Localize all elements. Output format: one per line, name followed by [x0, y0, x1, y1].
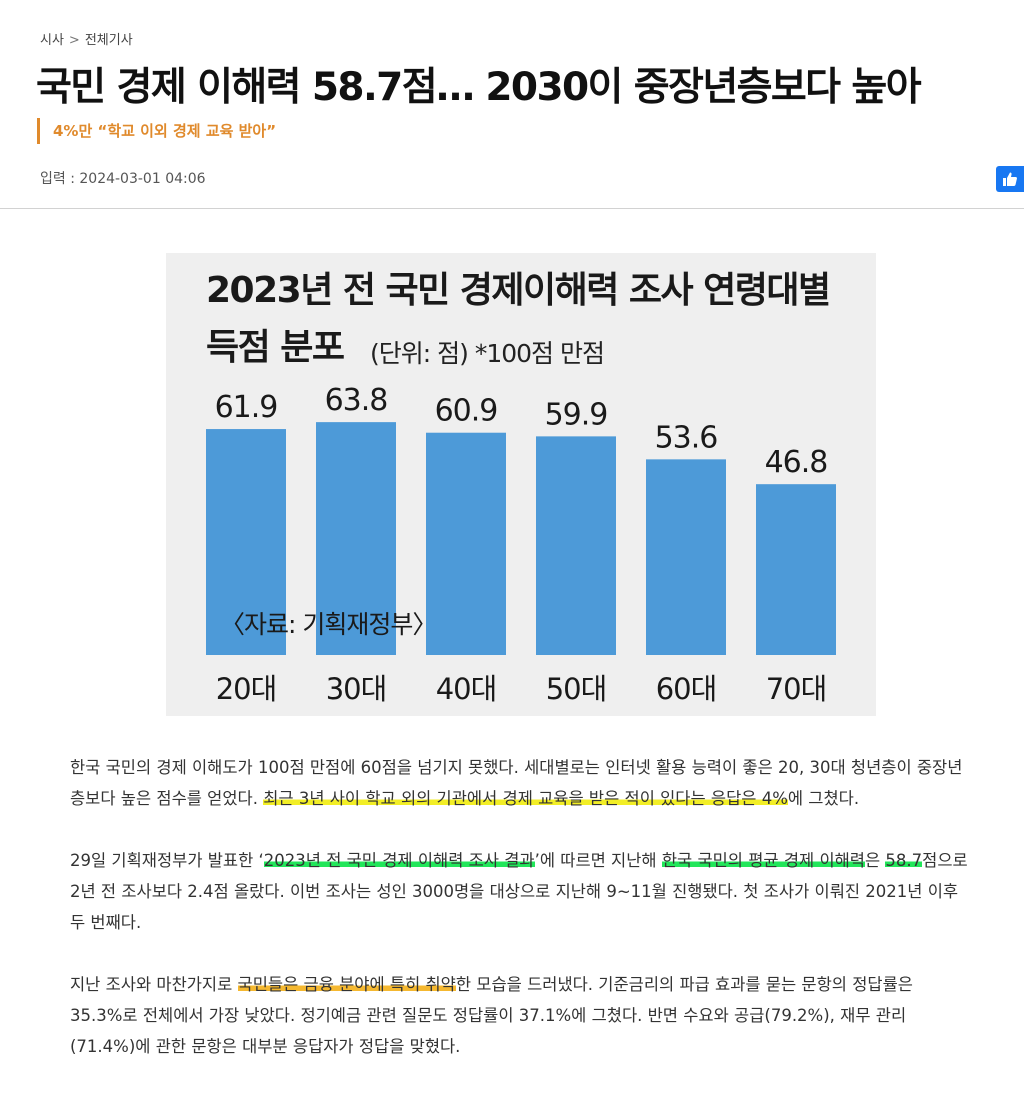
highlighted-text: 2023년 전 국민 경제 이해력 조사 결과: [263, 851, 535, 870]
chart-source: 〈자료: 기획재정부〉: [220, 610, 437, 639]
bar-50대: [536, 436, 616, 655]
bar-70대: [756, 484, 836, 655]
category-label: 50대: [546, 672, 607, 706]
bar-chart: 61.9 20대 63.8 30대 60.9 40대 59.9 50대 53.6 60대 46.8 7…: [206, 383, 836, 706]
body-text: 한 모습을 드러냈다. 기준금리의 파급 효과를 묻는 문항의 정답률은 35.…: [70, 975, 913, 1056]
breadcrumb: 시사 > 전체기사: [40, 29, 133, 48]
bar-60대: [646, 459, 726, 655]
breadcrumb-subsection-link[interactable]: 전체기사: [84, 33, 133, 48]
thumbs-up-icon: [1003, 172, 1017, 186]
bar-value-label: 53.6: [655, 420, 718, 455]
chart-unit-note: (단위: 점) *100점 만점: [370, 339, 605, 368]
bar-40대: [426, 432, 506, 655]
publish-date: 입력 : 2024-03-01 04:06: [40, 171, 206, 187]
like-button[interactable]: [996, 166, 1024, 192]
category-label: 70대: [766, 672, 827, 706]
article-subheadline: 4%만 “학교 이외 경제 교육 받아”: [37, 118, 276, 144]
highlighted-text: 최근 3년 사이 학교 외의 기관에서 경제 교육을 받은 적이 있다는 응답은…: [263, 789, 788, 808]
article-body: 한국 국민의 경제 이해도가 100점 만점에 60점을 넘기지 못했다. 세대…: [70, 752, 970, 1093]
highlighted-text: 한국 국민의 평균 경제 이해력: [661, 851, 865, 870]
breadcrumb-separator: >: [68, 33, 80, 48]
highlighted-text: 58.7: [885, 851, 923, 870]
bar-20대: [206, 429, 286, 655]
article-paragraph-2: 29일 기획재정부가 발표한 ‘2023년 전 국민 경제 이해력 조사 결과’…: [70, 845, 970, 938]
bar-value-label: 59.9: [545, 397, 608, 432]
chart-title-line2: 득점 분포: [206, 327, 345, 368]
body-text: 지난 조사와 마찬가지로: [70, 975, 238, 994]
category-label: 20대: [216, 672, 277, 706]
bar-value-label: 46.8: [765, 445, 828, 480]
highlighted-text: 국민들은 금융 분야에 특히 취약: [237, 975, 456, 994]
category-label: 40대: [436, 672, 497, 706]
article-paragraph-3: 지난 조사와 마찬가지로 국민들은 금융 분야에 특히 취약한 모습을 드러냈다…: [70, 969, 970, 1062]
body-text: 은: [864, 851, 886, 870]
body-text: 29일 기획재정부가 발표한 ‘: [70, 851, 264, 870]
header-divider: [0, 208, 1024, 209]
body-text: ’에 따르면 지난해: [534, 851, 662, 870]
article-paragraph-1: 한국 국민의 경제 이해도가 100점 만점에 60점을 넘기지 못했다. 세대…: [70, 752, 970, 814]
bar-value-label: 61.9: [215, 390, 278, 425]
bar-30대: [316, 422, 396, 655]
body-text: 점으로 2년 전 조사보다 2.4점 올랐다. 이번 조사는 성인 3000명을…: [70, 851, 968, 932]
chart-title: 2023년 전 국민 경제이해력 조사 연령대별: [206, 270, 831, 311]
chart-figure: 61.9 20대 63.8 30대 60.9 40대 59.9 50대 53.6 60대 46.8 7…: [166, 253, 876, 716]
body-text: 에 그쳤다.: [787, 789, 860, 808]
category-label: 30대: [326, 672, 387, 706]
bar-value-label: 60.9: [435, 394, 498, 429]
category-label: 60대: [656, 672, 717, 706]
bar-value-label: 63.8: [325, 383, 388, 418]
article-headline: 국민 경제 이해력 58.7점… 2030이 중장년층보다 높아: [36, 65, 922, 110]
breadcrumb-section-link[interactable]: 시사: [40, 33, 64, 48]
body-text: 한국 국민의 경제 이해도가 100점 만점에 60점을 넘기지 못했다. 세대…: [70, 758, 963, 808]
